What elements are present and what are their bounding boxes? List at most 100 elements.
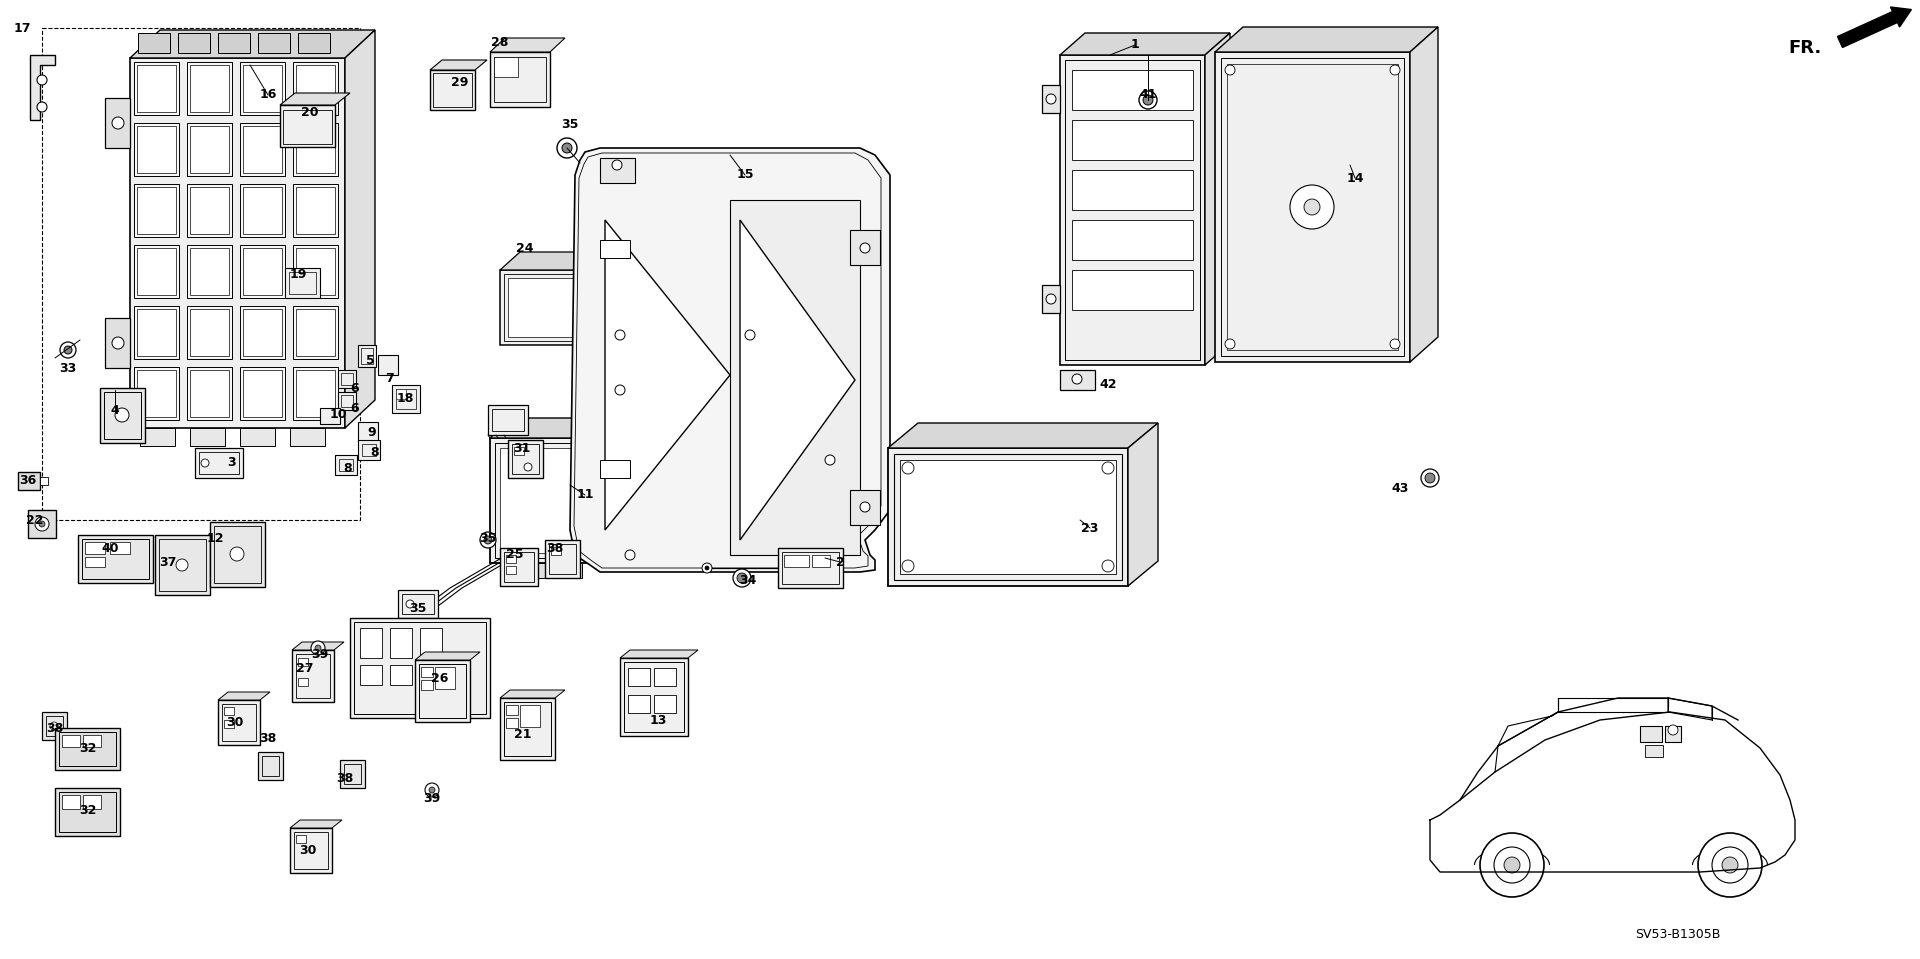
Bar	[136, 309, 177, 356]
Bar	[40, 477, 48, 485]
Polygon shape	[1409, 27, 1438, 362]
Bar	[134, 306, 179, 359]
Bar	[190, 248, 228, 295]
Bar	[507, 705, 518, 715]
Bar	[342, 373, 353, 385]
Bar	[83, 539, 150, 579]
Bar	[186, 367, 232, 420]
Bar	[196, 448, 244, 478]
Bar	[509, 440, 543, 478]
Bar	[1066, 60, 1200, 360]
Bar	[1060, 370, 1094, 390]
Circle shape	[177, 559, 188, 571]
Text: 42: 42	[1100, 379, 1117, 391]
Circle shape	[1390, 339, 1400, 349]
Text: 40: 40	[102, 542, 119, 554]
Bar	[334, 455, 357, 475]
Circle shape	[36, 75, 46, 85]
Circle shape	[315, 645, 321, 651]
Bar	[179, 33, 209, 53]
Bar	[84, 557, 106, 567]
Bar	[549, 544, 576, 574]
Bar	[225, 720, 234, 728]
Bar	[1645, 745, 1663, 757]
Bar	[240, 123, 284, 176]
Bar	[599, 240, 630, 258]
Bar	[503, 552, 534, 582]
Circle shape	[614, 385, 626, 395]
Bar	[83, 735, 102, 747]
Bar	[257, 33, 290, 53]
Text: 35: 35	[561, 119, 578, 131]
Bar	[434, 73, 472, 107]
Bar	[509, 278, 588, 337]
Bar	[778, 548, 843, 588]
Bar	[1071, 70, 1192, 110]
Bar	[284, 268, 321, 298]
Bar	[1221, 58, 1404, 356]
Bar	[298, 658, 307, 666]
Bar	[353, 622, 486, 714]
Bar	[1071, 220, 1192, 260]
Bar	[628, 668, 651, 686]
Circle shape	[1102, 462, 1114, 474]
Bar	[392, 385, 420, 413]
Bar	[17, 472, 40, 490]
Text: 14: 14	[1346, 172, 1363, 184]
Bar	[296, 309, 334, 356]
Polygon shape	[1206, 33, 1231, 365]
Bar	[378, 355, 397, 375]
Bar	[296, 835, 305, 843]
Text: 6: 6	[351, 382, 359, 394]
Bar	[551, 547, 561, 555]
Text: 37: 37	[159, 555, 177, 569]
Bar	[280, 105, 334, 147]
Text: 1: 1	[1131, 38, 1139, 52]
Circle shape	[563, 143, 572, 153]
Text: 31: 31	[513, 441, 530, 455]
Bar	[430, 70, 474, 110]
Bar	[492, 409, 524, 431]
Circle shape	[557, 138, 578, 158]
Circle shape	[428, 787, 436, 793]
Bar	[190, 370, 228, 417]
Bar	[1640, 726, 1663, 742]
Bar	[156, 535, 209, 595]
Bar	[136, 248, 177, 295]
Bar	[240, 245, 284, 298]
Bar	[1215, 52, 1409, 362]
Circle shape	[1421, 469, 1438, 487]
Circle shape	[733, 569, 751, 587]
Text: 19: 19	[290, 269, 307, 282]
Bar	[134, 62, 179, 115]
Bar	[296, 248, 334, 295]
Bar	[136, 370, 177, 417]
Circle shape	[626, 550, 636, 560]
Bar	[390, 665, 413, 685]
Circle shape	[50, 722, 58, 730]
Bar	[136, 126, 177, 173]
Bar	[240, 306, 284, 359]
Bar	[361, 665, 382, 685]
Text: 16: 16	[259, 88, 276, 102]
Bar	[190, 126, 228, 173]
Circle shape	[311, 641, 324, 655]
Bar	[290, 428, 324, 446]
Text: 30: 30	[300, 844, 317, 856]
Bar	[240, 428, 275, 446]
Bar	[296, 370, 334, 417]
Bar	[420, 665, 442, 685]
Circle shape	[860, 502, 870, 512]
Bar	[342, 395, 353, 407]
Circle shape	[60, 342, 77, 358]
Text: 28: 28	[492, 35, 509, 49]
Bar	[186, 306, 232, 359]
Bar	[186, 245, 232, 298]
Bar	[396, 389, 417, 409]
Bar	[420, 628, 442, 658]
Circle shape	[1225, 339, 1235, 349]
Bar	[1060, 55, 1206, 365]
Circle shape	[860, 243, 870, 253]
Circle shape	[1668, 725, 1678, 735]
Polygon shape	[595, 252, 614, 345]
